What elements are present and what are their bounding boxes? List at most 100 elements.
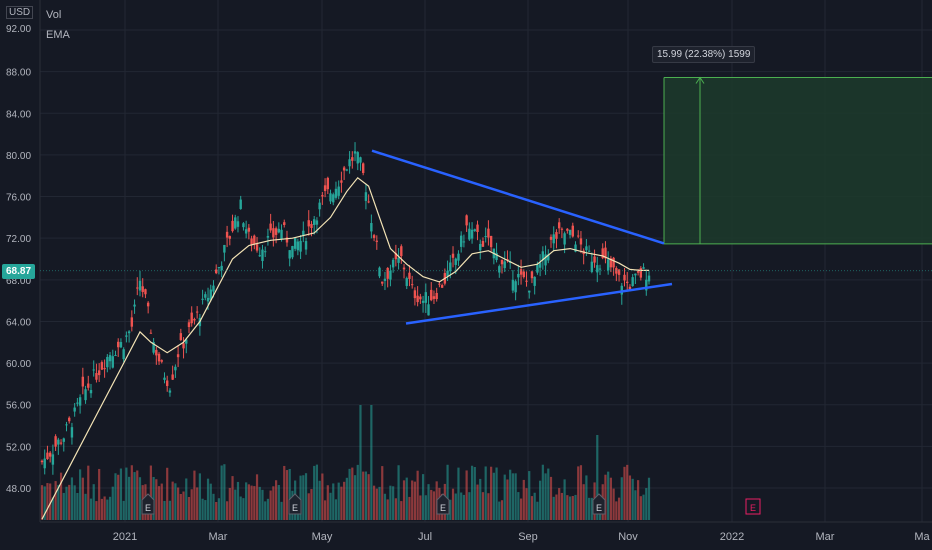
candle-body[interactable] <box>473 229 476 231</box>
measure-range-box[interactable] <box>664 77 932 244</box>
candle-body[interactable] <box>408 272 411 279</box>
candle-body[interactable] <box>538 262 542 268</box>
candle-body[interactable] <box>146 302 150 307</box>
candle-body[interactable] <box>293 237 297 249</box>
candle-body[interactable] <box>549 236 553 240</box>
candle-body[interactable] <box>571 225 574 237</box>
candle-body[interactable] <box>568 229 572 235</box>
candle-body[interactable] <box>525 280 528 282</box>
candle-body[interactable] <box>288 250 291 259</box>
candle-body[interactable] <box>179 333 183 341</box>
candle-body[interactable] <box>566 228 569 231</box>
candle-body[interactable] <box>533 276 536 286</box>
upcoming-earnings-marker[interactable] <box>745 498 761 515</box>
candle-body[interactable] <box>133 304 136 307</box>
candle-body[interactable] <box>204 294 207 298</box>
candle-body[interactable] <box>264 251 267 253</box>
candle-body[interactable] <box>397 257 400 263</box>
candle-body[interactable] <box>97 370 101 376</box>
candle-body[interactable] <box>636 270 640 273</box>
candle-body[interactable] <box>323 185 327 191</box>
candle-body[interactable] <box>296 241 300 251</box>
earnings-marker[interactable] <box>288 493 302 515</box>
candle-body[interactable] <box>511 279 515 291</box>
candle-body[interactable] <box>514 281 517 293</box>
candle-body[interactable] <box>89 390 93 394</box>
candle-body[interactable] <box>598 268 602 270</box>
candle-body[interactable] <box>645 279 648 291</box>
candle-body[interactable] <box>136 287 139 289</box>
candle-body[interactable] <box>620 285 623 295</box>
candle-body[interactable] <box>40 460 44 463</box>
candle-body[interactable] <box>427 304 430 316</box>
candle-body[interactable] <box>155 349 158 356</box>
candle-body[interactable] <box>193 318 196 321</box>
candle-body[interactable] <box>451 253 455 258</box>
candle-body[interactable] <box>457 253 460 261</box>
candle-body[interactable] <box>495 252 498 260</box>
candle-body[interactable] <box>612 257 615 268</box>
candle-body[interactable] <box>195 311 199 313</box>
candle-body[interactable] <box>489 235 493 248</box>
candle-body[interactable] <box>163 377 166 380</box>
candle-body[interactable] <box>555 232 558 239</box>
candle-body[interactable] <box>201 298 204 300</box>
candle-body[interactable] <box>119 342 123 348</box>
candle-body[interactable] <box>247 227 251 232</box>
candle-body[interactable] <box>103 368 106 370</box>
candle-body[interactable] <box>345 169 349 171</box>
candle-body[interactable] <box>631 277 634 287</box>
candle-body[interactable] <box>92 369 95 371</box>
candle-body[interactable] <box>117 341 120 348</box>
candle-body[interactable] <box>530 271 534 279</box>
candle-body[interactable] <box>353 151 357 154</box>
candle-body[interactable] <box>78 397 82 406</box>
candle-body[interactable] <box>639 268 643 278</box>
candle-body[interactable] <box>446 270 449 277</box>
candle-body[interactable] <box>46 452 49 460</box>
candle-body[interactable] <box>383 278 387 281</box>
candle-body[interactable] <box>43 458 46 469</box>
candle-body[interactable] <box>517 273 520 278</box>
candle-body[interactable] <box>100 362 104 370</box>
candle-body[interactable] <box>111 356 114 368</box>
candle-body[interactable] <box>168 390 172 393</box>
candle-body[interactable] <box>367 201 370 203</box>
candle-body[interactable] <box>585 246 588 251</box>
candle-body[interactable] <box>182 343 185 349</box>
candle-body[interactable] <box>114 355 117 357</box>
candle-body[interactable] <box>228 236 232 239</box>
candle-body[interactable] <box>617 269 621 275</box>
candle-body[interactable] <box>378 267 381 277</box>
candle-body[interactable] <box>54 436 57 447</box>
candle-body[interactable] <box>283 222 286 226</box>
candle-body[interactable] <box>253 235 256 245</box>
candle-body[interactable] <box>462 241 466 243</box>
candle-body[interactable] <box>519 269 523 275</box>
candle-body[interactable] <box>190 312 193 324</box>
candle-body[interactable] <box>391 259 395 268</box>
candle-body[interactable] <box>258 255 261 257</box>
candle-body[interactable] <box>601 248 604 259</box>
candle-body[interactable] <box>73 407 76 412</box>
candle-body[interactable] <box>430 289 433 301</box>
candle-body[interactable] <box>596 265 599 273</box>
trendline-lower[interactable] <box>405 282 673 325</box>
candle-body[interactable] <box>269 223 272 231</box>
candle-body[interactable] <box>481 241 485 247</box>
candle-body[interactable] <box>244 229 248 234</box>
candle-body[interactable] <box>544 254 547 266</box>
candle-body[interactable] <box>375 240 379 242</box>
candle-body[interactable] <box>127 331 131 334</box>
candle-body[interactable] <box>84 389 87 401</box>
candle-body[interactable] <box>440 285 444 288</box>
candle-body[interactable] <box>125 335 128 337</box>
candle-body[interactable] <box>479 243 482 251</box>
candle-body[interactable] <box>59 442 63 444</box>
candle-body[interactable] <box>552 234 555 244</box>
candle-body[interactable] <box>361 163 365 173</box>
candle-body[interactable] <box>536 264 539 273</box>
candle-body[interactable] <box>634 273 637 276</box>
candle-body[interactable] <box>590 261 594 272</box>
